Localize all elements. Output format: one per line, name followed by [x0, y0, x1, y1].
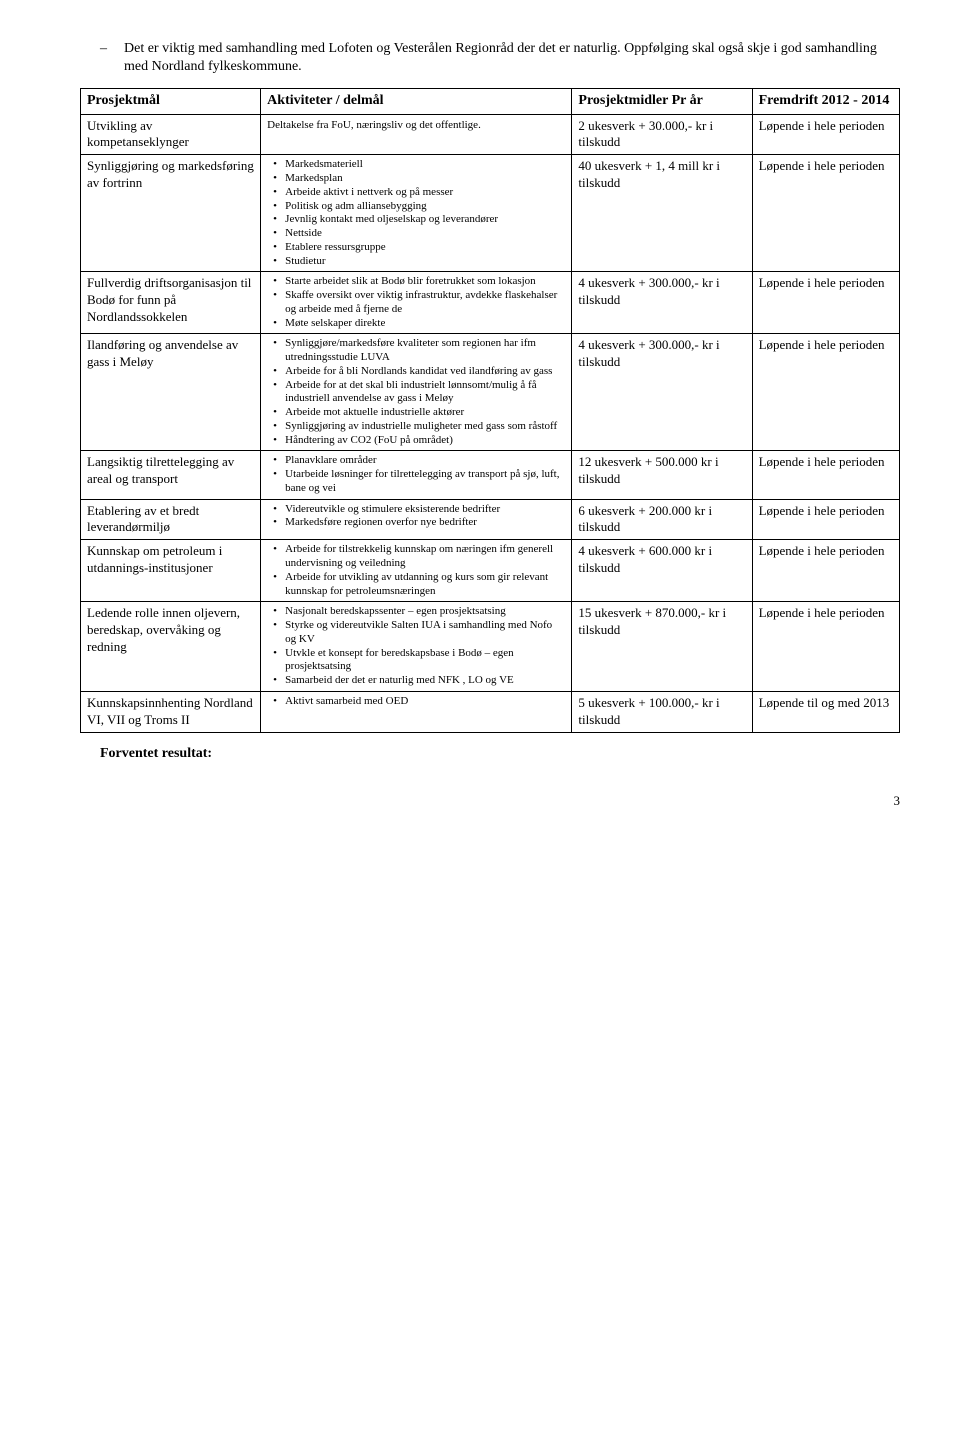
bullet-item: Arbeide for at det skal bli industrielt …	[267, 379, 565, 407]
cell-goal: Ilandføring og anvendelse av gass i Melø…	[81, 334, 261, 451]
cell-activities: Planavklare områderUtarbeide løsninger f…	[261, 451, 572, 499]
table-row: Utvikling av kompetanseklynger Deltakels…	[81, 114, 900, 155]
cell-activities: MarkedsmateriellMarkedsplanArbeide aktiv…	[261, 155, 572, 272]
cell-goal: Fullverdig driftsorganisasjon til Bodø f…	[81, 272, 261, 334]
bullet-item: Aktivt samarbeid med OED	[267, 695, 565, 709]
cell-goal: Langsiktig tilrettelegging av areal og t…	[81, 451, 261, 499]
cell-progress: Løpende i hele perioden	[752, 602, 899, 692]
cell-goal: Kunnskapsinnhenting Nordland VI, VII og …	[81, 691, 261, 732]
bullet-item: Starte arbeidet slik at Bodø blir foretr…	[267, 275, 565, 289]
cell-funds: 4 ukesverk + 300.000,- kr i tilskudd	[572, 272, 752, 334]
table-row: Etablering av et bredt leverandørmiljø V…	[81, 499, 900, 540]
bullet-item: Utvkle et konsept for beredskapsbase i B…	[267, 647, 565, 675]
cell-progress: Løpende i hele perioden	[752, 540, 899, 602]
table-row: Kunnskapsinnhenting Nordland VI, VII og …	[81, 691, 900, 732]
header-goal: Prosjektmål	[81, 89, 261, 114]
cell-activities: Videreutvikle og stimulere eksisterende …	[261, 499, 572, 540]
cell-funds: 40 ukesverk + 1, 4 mill kr i tilskudd	[572, 155, 752, 272]
table-row: Ilandføring og anvendelse av gass i Melø…	[81, 334, 900, 451]
bullet-item: Samarbeid der det er naturlig med NFK , …	[267, 674, 565, 688]
cell-goal: Ledende rolle innen oljevern, beredskap,…	[81, 602, 261, 692]
cell-progress: Løpende i hele perioden	[752, 334, 899, 451]
cell-funds: 5 ukesverk + 100.000,- kr i tilskudd	[572, 691, 752, 732]
cell-goal: Synliggjøring og markedsføring av fortri…	[81, 155, 261, 272]
cell-activities: Aktivt samarbeid med OED	[261, 691, 572, 732]
bullet-item: Arbeide for å bli Nordlands kandidat ved…	[267, 365, 565, 379]
intro-paragraph: – Det er viktig med samhandling med Lofo…	[100, 40, 900, 76]
intro-text: Det er viktig med samhandling med Lofote…	[124, 40, 900, 76]
bullet-item: Synliggjøring av industrielle muligheter…	[267, 420, 565, 434]
header-activities: Aktiviteter / delmål	[261, 89, 572, 114]
cell-funds: 2 ukesverk + 30.000,- kr i tilskudd	[572, 114, 752, 155]
cell-activities: Starte arbeidet slik at Bodø blir foretr…	[261, 272, 572, 334]
bullet-item: Arbeide for tilstrekkelig kunnskap om næ…	[267, 543, 565, 571]
table-row: Fullverdig driftsorganisasjon til Bodø f…	[81, 272, 900, 334]
page-number: 3	[80, 793, 900, 810]
bullet-item: Arbeide aktivt i nettverk og på messer	[267, 186, 565, 200]
dash-bullet: –	[100, 40, 114, 76]
bullet-item: Styrke og videreutvikle Salten IUA i sam…	[267, 619, 565, 647]
bullet-item: Møte selskaper direkte	[267, 317, 565, 331]
bullet-item: Markedsføre regionen overfor nye bedrift…	[267, 516, 565, 530]
bullet-item: Markedsplan	[267, 172, 565, 186]
bullet-item: Arbeide for utvikling av utdanning og ku…	[267, 571, 565, 599]
bullet-item: Planavklare områder	[267, 454, 565, 468]
cell-activities: Deltakelse fra FoU, næringsliv og det of…	[261, 114, 572, 155]
cell-funds: 6 ukesverk + 200.000 kr i tilskudd	[572, 499, 752, 540]
footer-heading: Forventet resultat:	[100, 745, 900, 763]
bullet-item: Politisk og adm alliansebygging	[267, 200, 565, 214]
cell-progress: Løpende i hele perioden	[752, 499, 899, 540]
table-row: Kunnskap om petroleum i utdannings-insti…	[81, 540, 900, 602]
bullet-item: Arbeide mot aktuelle industrielle aktøre…	[267, 406, 565, 420]
bullet-item: Etablere ressursgruppe	[267, 241, 565, 255]
bullet-item: Håndtering av CO2 (FoU på området)	[267, 434, 565, 448]
bullet-item: Synliggjøre/markedsføre kvaliteter som r…	[267, 337, 565, 365]
cell-progress: Løpende i hele perioden	[752, 155, 899, 272]
cell-progress: Løpende i hele perioden	[752, 272, 899, 334]
table-header-row: Prosjektmål Aktiviteter / delmål Prosjek…	[81, 89, 900, 114]
table-row: Ledende rolle innen oljevern, beredskap,…	[81, 602, 900, 692]
bullet-item: Nettside	[267, 227, 565, 241]
cell-goal: Etablering av et bredt leverandørmiljø	[81, 499, 261, 540]
bullet-item: Markedsmateriell	[267, 158, 565, 172]
bullet-item: Nasjonalt beredskapssenter – egen prosje…	[267, 605, 565, 619]
bullet-item: Videreutvikle og stimulere eksisterende …	[267, 503, 565, 517]
bullet-item: Jevnlig kontakt med oljeselskap og lever…	[267, 213, 565, 227]
cell-funds: 4 ukesverk + 300.000,- kr i tilskudd	[572, 334, 752, 451]
cell-activities: Synliggjøre/markedsføre kvaliteter som r…	[261, 334, 572, 451]
header-progress: Fremdrift 2012 - 2014	[752, 89, 899, 114]
cell-goal: Utvikling av kompetanseklynger	[81, 114, 261, 155]
bullet-item: Utarbeide løsninger for tilrettelegging …	[267, 468, 565, 496]
cell-funds: 4 ukesverk + 600.000 kr i tilskudd	[572, 540, 752, 602]
table-row: Langsiktig tilrettelegging av areal og t…	[81, 451, 900, 499]
cell-progress: Løpende i hele perioden	[752, 451, 899, 499]
bullet-item: Studietur	[267, 255, 565, 269]
table-row: Synliggjøring og markedsføring av fortri…	[81, 155, 900, 272]
cell-activities: Arbeide for tilstrekkelig kunnskap om næ…	[261, 540, 572, 602]
header-funds: Prosjektmidler Pr år	[572, 89, 752, 114]
project-table: Prosjektmål Aktiviteter / delmål Prosjek…	[80, 88, 900, 732]
cell-goal: Kunnskap om petroleum i utdannings-insti…	[81, 540, 261, 602]
cell-progress: Løpende til og med 2013	[752, 691, 899, 732]
cell-funds: 12 ukesverk + 500.000 kr i tilskudd	[572, 451, 752, 499]
cell-activities: Nasjonalt beredskapssenter – egen prosje…	[261, 602, 572, 692]
cell-funds: 15 ukesverk + 870.000,- kr i tilskudd	[572, 602, 752, 692]
bullet-item: Skaffe oversikt over viktig infrastruktu…	[267, 289, 565, 317]
cell-progress: Løpende i hele perioden	[752, 114, 899, 155]
